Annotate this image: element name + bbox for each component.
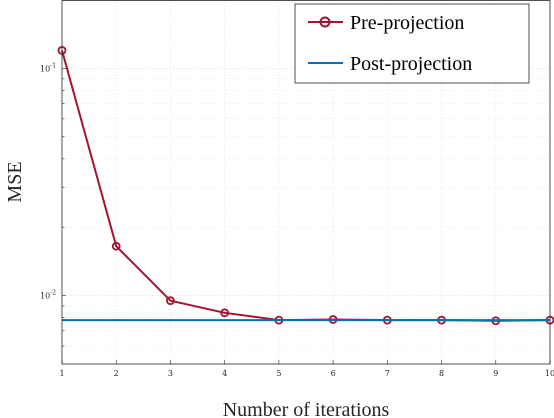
- legend-pre-projection-label: Pre-projection: [350, 12, 464, 34]
- legend-post-projection-label: Post-projection: [350, 53, 472, 75]
- x-tick-label: 6: [331, 369, 336, 378]
- x-tick-label: 10: [545, 369, 554, 378]
- x-tick-label: 4: [222, 369, 227, 378]
- y-tick-label: 10-2: [40, 290, 56, 301]
- pre-projection-point: [111, 241, 121, 251]
- legend-pre-projection-marker: [319, 16, 331, 28]
- x-axis-title: Number of iterations: [223, 399, 390, 418]
- y-axis-title: MSE: [4, 161, 26, 202]
- x-tick-label: 3: [168, 369, 173, 378]
- x-tick-label: 1: [59, 369, 64, 378]
- x-tick-label: 7: [385, 369, 390, 378]
- pre-projection-point: [220, 308, 230, 318]
- plot-frame: [61, 0, 551, 365]
- x-tick-label: 9: [493, 369, 498, 378]
- x-tick-label: 5: [276, 369, 281, 378]
- tick-layer: 1 2 3 4 5 6 7 8 9 10 10-1 10-2: [40, 62, 554, 378]
- series-layer: [57, 46, 554, 326]
- x-tick-label: 8: [439, 369, 444, 378]
- legend-box: [294, 3, 530, 84]
- legend: Pre-projection Post-projection: [294, 3, 530, 84]
- y-tick-label: 10-1: [40, 62, 56, 73]
- pre-projection-point: [166, 296, 175, 306]
- x-tick-label: 2: [114, 369, 119, 378]
